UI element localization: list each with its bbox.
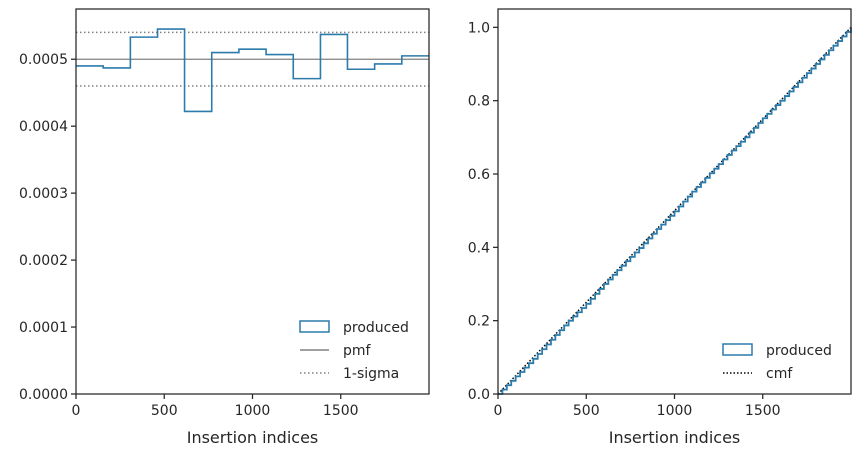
right-y-tick-label: 0.6: [468, 167, 490, 183]
left-legend: produced pmf 1-sigma: [299, 320, 409, 382]
legend-swatch-produced-cmf: [722, 343, 753, 356]
cmf-line: [497, 26, 852, 395]
left-y-tick-label: 0.0001: [19, 320, 68, 336]
legend-label-produced: produced: [343, 320, 409, 336]
right-plot-marks: [497, 26, 852, 395]
legend-label-1-sigma: 1-sigma: [343, 366, 399, 382]
right-y-tick-label: 0.0: [468, 387, 490, 403]
right-x-tick-label: 0: [494, 403, 503, 419]
right-plot-frame: [497, 8, 852, 395]
left-y-tick-label: 0.0004: [19, 119, 68, 135]
left-ticks: 0 500 1000 1500 0.0000 0.0001 0.0002 0.0003 0.00…: [19, 52, 359, 419]
left-y-tick-label: 0.0003: [19, 186, 68, 202]
pmf-histogram-panel: 0 500 1000 1500 0.0000 0.0001 0.0002 0.0003 0.00…: [19, 8, 430, 447]
legend-swatch-produced: [299, 320, 330, 333]
right-y-tick-label: 0.8: [468, 94, 490, 110]
left-plot-marks: [76, 28, 429, 113]
right-x-tick-label: 1500: [745, 403, 781, 419]
left-y-tick-label: 0.0000: [19, 387, 68, 403]
left-x-axis-label: Insertion indices: [187, 428, 319, 447]
right-x-axis-label: Insertion indices: [609, 428, 741, 447]
produced-histogram-step: [76, 28, 429, 113]
right-y-tick-label: 0.2: [468, 314, 490, 330]
legend-label-produced-cmf: produced: [766, 343, 832, 359]
right-x-tick-label: 1000: [657, 403, 693, 419]
left-y-tick-label: 0.0002: [19, 253, 68, 269]
right-x-tick-label: 500: [573, 403, 600, 419]
left-plot-frame: [75, 8, 430, 395]
right-y-tick-label: 0.4: [468, 240, 490, 256]
left-y-tick-label: 0.0005: [19, 52, 68, 68]
left-x-tick-label: 500: [151, 403, 178, 419]
left-x-tick-label: 1000: [235, 403, 271, 419]
right-plot-background: [498, 9, 851, 394]
cmf-panel: 0 500 1000 1500 0.0 0.2 0.4 0.6 0.8 1.0 Insertion…: [468, 8, 852, 447]
legend-label-cmf: cmf: [766, 366, 793, 382]
left-plot-background: [76, 9, 429, 394]
right-y-tick-label: 1.0: [468, 20, 490, 36]
legend-label-pmf: pmf: [343, 343, 372, 359]
produced-cumulative-step: [498, 27, 852, 395]
left-x-tick-label: 0: [72, 403, 81, 419]
left-x-tick-label: 1500: [323, 403, 359, 419]
right-legend: produced cmf: [722, 343, 832, 382]
right-ticks: 0 500 1000 1500 0.0 0.2 0.4 0.6 0.8 1.0: [468, 20, 781, 419]
